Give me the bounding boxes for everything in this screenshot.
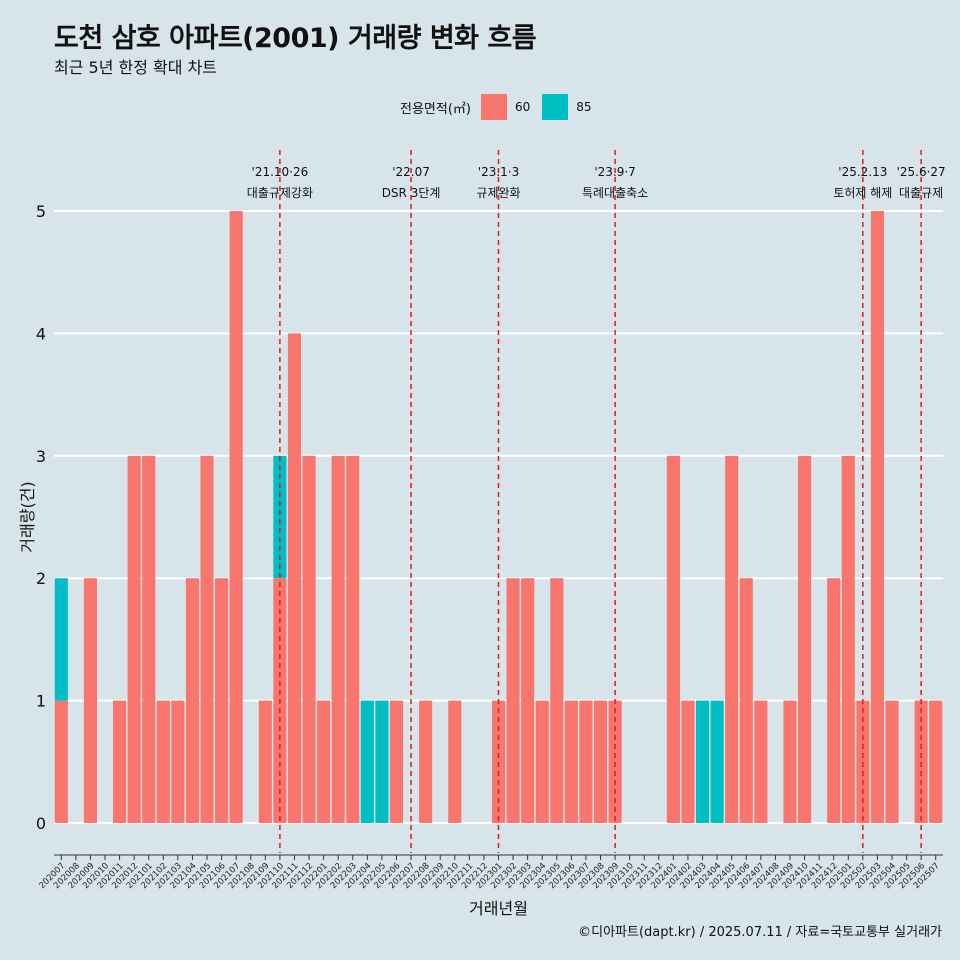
bar-85-202403 (695, 700, 710, 823)
bar-60-202507 (929, 700, 943, 823)
bar-60-202304 (535, 700, 549, 823)
bar-60-202112 (302, 455, 316, 823)
bar-60-202104 (185, 578, 200, 823)
event-date-202301: '23.1·3 (478, 165, 519, 179)
bar-60-202309 (608, 700, 622, 823)
bar-60-202102 (156, 700, 170, 823)
bar-60-202504 (885, 700, 899, 823)
bar-60-202412 (827, 578, 841, 823)
bar-60-202101 (142, 455, 156, 823)
legend-title: 전용면적(㎡) (400, 101, 471, 117)
event-label-202502: 토허제 해제 (833, 186, 892, 200)
bar-60-202406 (739, 578, 753, 823)
y-tick-label: 5 (36, 202, 46, 221)
y-tick-label: 1 (36, 692, 46, 711)
chart-subtitle: 최근 5년 한정 확대 차트 (54, 58, 218, 77)
bar-60-202210 (448, 700, 462, 823)
bar-85-202007 (54, 578, 68, 701)
event-date-202506: '25.6·27 (897, 165, 946, 179)
bar-60-202103 (171, 700, 185, 823)
bar-60-202401 (666, 455, 680, 823)
bar-60-202307 (579, 700, 593, 823)
bar-60-202011 (113, 700, 127, 823)
legend: 전용면적(㎡) 60 85 (400, 93, 604, 121)
bar-85-202204 (360, 700, 374, 823)
bar-60-202109 (258, 700, 272, 823)
y-tick-label: 3 (36, 447, 46, 466)
y-tick-label: 4 (36, 324, 46, 343)
bar-60-202501 (841, 455, 855, 823)
bar-60-202111 (287, 333, 302, 823)
bar-60-202012 (127, 455, 141, 823)
event-label-202207: DSR 3단계 (382, 186, 441, 200)
bar-60-202306 (564, 700, 578, 823)
legend-key-85 (542, 94, 569, 120)
bar-60-202202 (331, 455, 345, 823)
event-label-202301: 규제완화 (476, 186, 520, 200)
bar-60-202305 (550, 578, 564, 823)
bar-60-202303 (521, 578, 535, 823)
bar-60-202506 (914, 700, 928, 823)
bar-85-202110 (273, 455, 287, 579)
bar-60-202308 (593, 700, 608, 823)
bar-60-202410 (797, 455, 812, 823)
bar-60-202502 (856, 700, 870, 823)
bar-85-202205 (375, 700, 389, 823)
event-date-202207: '22.07 (392, 165, 430, 179)
bar-60-202302 (506, 578, 520, 823)
bar-60-202208 (419, 700, 433, 823)
event-label-202506: 대출규제 (899, 186, 943, 200)
bar-60-202407 (754, 700, 768, 823)
y-axis-title: 거래량(건) (18, 481, 37, 552)
source-caption: ©디아파트(dapt.kr) / 2025.07.11 / 자료=국토교통부 실… (578, 925, 942, 940)
legend-key-60 (480, 94, 507, 120)
legend-label-60: 60 (514, 100, 531, 114)
bar-60-202301 (491, 700, 506, 823)
x-axis-title: 거래년월 (469, 899, 528, 918)
bar-60-202405 (725, 455, 739, 823)
bar-60-202009 (83, 578, 97, 823)
bar-60-202007 (54, 700, 68, 823)
bar-60-202203 (346, 455, 360, 823)
legend-label-85: 85 (576, 100, 592, 114)
bar-60-202503 (870, 211, 884, 823)
bar-60-202409 (783, 700, 797, 823)
event-date-202502: '25.2.13 (838, 165, 887, 179)
bar-60-202402 (681, 700, 695, 823)
y-tick-label: 2 (36, 569, 46, 588)
y-tick-label: 0 (36, 814, 46, 833)
bar-60-202107 (229, 211, 243, 823)
event-date-202110: '21.10·26 (252, 165, 309, 179)
bar-60-202206 (389, 700, 404, 823)
chart-title: 도천 삼호 아파트(2001) 거래량 변화 흐름 (54, 23, 537, 54)
bar-85-202404 (710, 700, 724, 823)
event-label-202309: 특례대출축소 (582, 186, 648, 200)
bar-60-202105 (200, 455, 214, 823)
bar-60-202106 (215, 578, 229, 823)
bar-60-202201 (317, 700, 331, 823)
event-label-202110: 대출규제강화 (247, 186, 313, 200)
event-date-202309: '23.9·7 (594, 165, 635, 179)
